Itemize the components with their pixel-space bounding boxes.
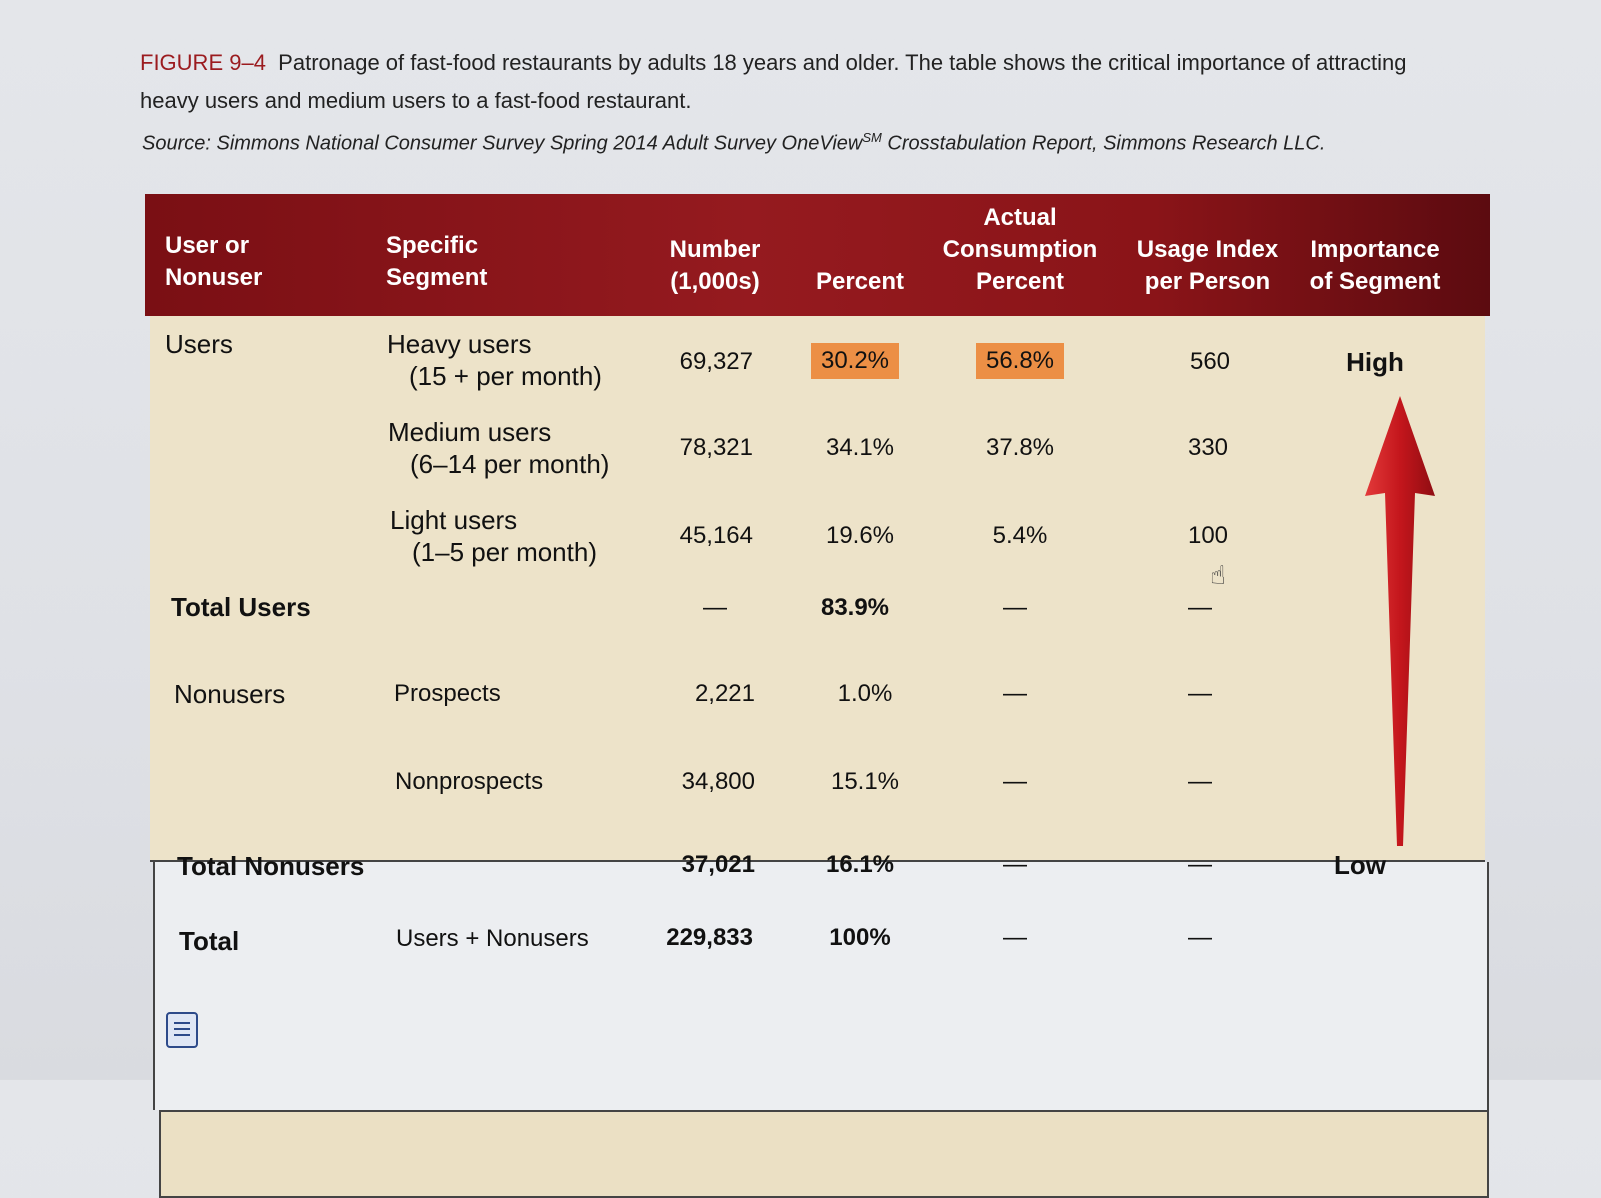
nonusers-band bbox=[153, 862, 1489, 1110]
total-nonusers-number: 37,021 bbox=[681, 851, 755, 878]
medium-number: 78,321 bbox=[679, 434, 753, 461]
source-suffix: Crosstabulation Report, Simmons Research… bbox=[881, 132, 1326, 155]
source-sup: SM bbox=[862, 130, 882, 145]
total-nonusers-usage: — bbox=[1188, 851, 1212, 878]
medium-consumption: 37.8% bbox=[985, 434, 1055, 461]
total-segment: Users + Nonusers bbox=[396, 925, 589, 952]
prospects-percent: 1.0% bbox=[837, 680, 893, 707]
header-segment: Specific Segment bbox=[386, 230, 487, 294]
segment-line: Light users bbox=[390, 505, 518, 535]
heavy-consumption: 56.8% bbox=[950, 343, 1090, 379]
header-user-or-nonuser: User or Nonuser bbox=[165, 230, 262, 294]
total-users-number: — bbox=[703, 594, 727, 621]
importance-arrow-icon bbox=[1365, 396, 1435, 846]
segment-heavy: Heavy users (15 + per month) bbox=[387, 328, 602, 392]
header-line: Actual bbox=[983, 204, 1057, 231]
segment-line: Medium users bbox=[388, 417, 552, 447]
heavy-usage: 560 bbox=[1189, 348, 1231, 375]
heavy-number: 69,327 bbox=[679, 348, 753, 375]
header-line: Specific bbox=[386, 232, 479, 259]
prospects-number: 2,221 bbox=[694, 680, 755, 707]
segment-line: Heavy users bbox=[387, 329, 532, 359]
header-line: (1,000s) bbox=[670, 268, 760, 295]
header-line: Percent bbox=[975, 268, 1065, 295]
header-line: Usage Index bbox=[1136, 236, 1279, 263]
header-line: Importance bbox=[1310, 236, 1440, 263]
document-icon[interactable] bbox=[166, 1012, 198, 1048]
total-users-label: Total Users bbox=[171, 592, 311, 622]
group-nonusers: Nonusers bbox=[174, 679, 286, 709]
total-nonusers-consumption: — bbox=[1003, 851, 1027, 878]
light-number: 45,164 bbox=[679, 522, 753, 549]
source-prefix: Source: Simmons National Consumer Survey… bbox=[142, 132, 863, 155]
total-nonusers-percent: 16.1% bbox=[825, 851, 895, 878]
segment-light: Light users (1–5 per month) bbox=[390, 504, 597, 568]
segment-prospects: Prospects bbox=[394, 680, 501, 707]
header-line: Segment bbox=[386, 264, 488, 291]
total-band bbox=[159, 1110, 1489, 1198]
prospects-usage: — bbox=[1188, 680, 1212, 707]
segment-line: (15 + per month) bbox=[409, 361, 602, 391]
total-label: Total bbox=[179, 926, 240, 956]
nonprospects-number: 34,800 bbox=[681, 768, 755, 795]
header-line: per Person bbox=[1144, 268, 1271, 295]
header-number: Number (1,000s) bbox=[650, 234, 780, 298]
header-line: Number bbox=[669, 236, 761, 263]
header-usage-index: Usage Index per Person bbox=[1125, 234, 1290, 298]
heavy-percent: 30.2% bbox=[785, 343, 925, 379]
importance-low: Low bbox=[1334, 850, 1386, 880]
highlighted-value: 30.2% bbox=[810, 343, 900, 379]
nonprospects-consumption: — bbox=[1003, 768, 1027, 795]
highlighted-value: 56.8% bbox=[975, 343, 1065, 379]
header-line: User or bbox=[165, 232, 250, 259]
patronage-table: User or Nonuser Specific Segment Number … bbox=[145, 194, 1490, 1198]
users-band bbox=[150, 316, 1485, 862]
header-importance: Importance of Segment bbox=[1300, 234, 1450, 298]
segment-line: (6–14 per month) bbox=[410, 449, 610, 479]
header-consumption: Actual Consumption Percent bbox=[935, 202, 1105, 298]
figure-caption: FIGURE 9–4 Patronage of fast-food restau… bbox=[140, 44, 1440, 120]
header-line: Nonuser bbox=[165, 264, 263, 291]
total-consumption: — bbox=[1003, 924, 1027, 951]
figure-label: FIGURE 9–4 bbox=[140, 50, 266, 75]
nonprospects-percent: 15.1% bbox=[830, 768, 900, 795]
page: FIGURE 9–4 Patronage of fast-food restau… bbox=[140, 44, 1490, 1198]
header-line: of Segment bbox=[1309, 268, 1441, 295]
table-header: User or Nonuser Specific Segment Number … bbox=[145, 194, 1490, 316]
importance-high: High bbox=[1346, 347, 1404, 377]
medium-usage: 330 bbox=[1187, 434, 1229, 461]
total-nonusers-label: Total Nonusers bbox=[177, 851, 365, 881]
header-line: Consumption bbox=[942, 236, 1098, 263]
total-users-percent: 83.9% bbox=[820, 594, 890, 621]
hand-cursor-icon: ☝ bbox=[1210, 560, 1226, 590]
segment-nonprospects: Nonprospects bbox=[395, 768, 544, 795]
segment-medium: Medium users (6–14 per month) bbox=[388, 416, 609, 480]
light-consumption: 5.4% bbox=[992, 522, 1048, 549]
header-percent: Percent bbox=[815, 268, 905, 295]
light-usage: 100 bbox=[1187, 522, 1229, 549]
total-number: 229,833 bbox=[666, 924, 753, 951]
segment-line: (1–5 per month) bbox=[412, 537, 597, 567]
medium-percent: 34.1% bbox=[825, 434, 895, 461]
total-users-consumption: — bbox=[1003, 594, 1027, 621]
caption-text: Patronage of fast-food restaurants by ad… bbox=[140, 50, 1407, 113]
nonprospects-usage: — bbox=[1188, 768, 1212, 795]
group-users: Users bbox=[165, 329, 233, 359]
light-percent: 19.6% bbox=[825, 522, 895, 549]
total-users-usage: — bbox=[1188, 594, 1212, 621]
prospects-consumption: — bbox=[1003, 680, 1027, 707]
source-line: Source: Simmons National Consumer Survey… bbox=[142, 130, 1462, 156]
total-usage: — bbox=[1188, 924, 1212, 951]
total-percent: 100% bbox=[829, 924, 891, 951]
